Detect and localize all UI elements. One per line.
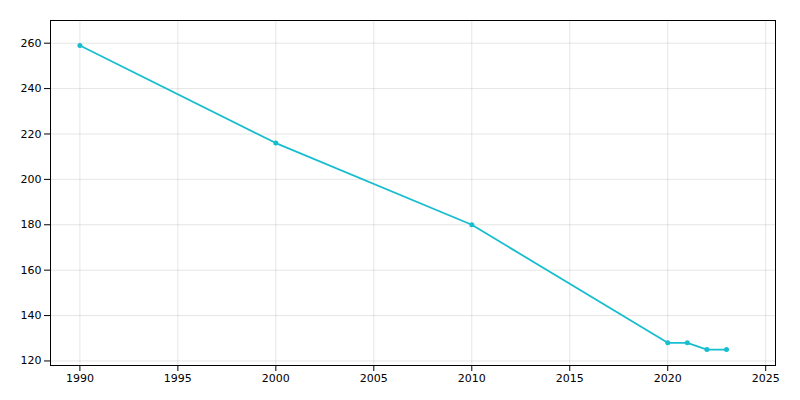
svg-text:2025: 2025	[752, 372, 780, 385]
svg-text:140: 140	[21, 309, 42, 322]
svg-text:2020: 2020	[654, 372, 682, 385]
svg-text:220: 220	[21, 128, 42, 141]
svg-text:260: 260	[21, 37, 42, 50]
svg-text:2010: 2010	[458, 372, 486, 385]
svg-text:240: 240	[21, 82, 42, 95]
svg-text:120: 120	[21, 354, 42, 367]
svg-text:1990: 1990	[66, 372, 94, 385]
svg-text:2005: 2005	[360, 372, 388, 385]
svg-text:160: 160	[21, 264, 42, 277]
svg-text:200: 200	[21, 173, 42, 186]
svg-text:2015: 2015	[556, 372, 584, 385]
svg-text:1995: 1995	[164, 372, 192, 385]
svg-text:2000: 2000	[262, 372, 290, 385]
svg-text:180: 180	[21, 218, 42, 231]
